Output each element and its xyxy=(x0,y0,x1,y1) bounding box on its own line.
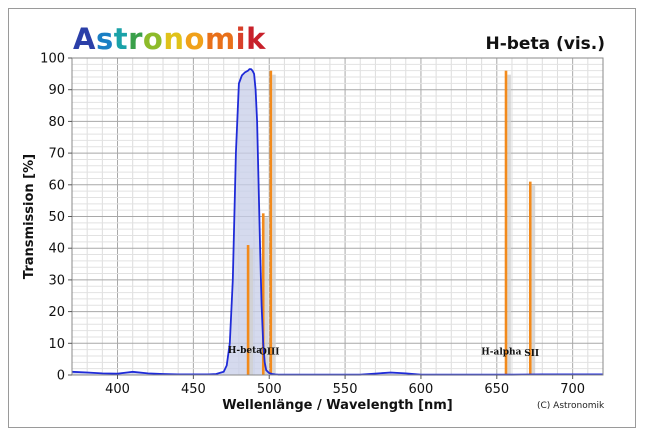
emission-line-shadow xyxy=(249,249,253,375)
chart-frame: Astronomik H-beta (vis.) 400 450 500 550 600… xyxy=(8,8,636,428)
y-tick-label: 70 xyxy=(48,147,65,162)
logo-letter: k xyxy=(246,22,266,56)
emission-lines xyxy=(246,70,536,376)
emission-line xyxy=(528,181,532,375)
axis-ticks: 400 450 500 550 600 650 700 0 10 20 30 40 50 60 70 80 90… xyxy=(40,52,585,398)
logo-text: Astronomik xyxy=(73,22,266,56)
y-tick-label: 50 xyxy=(48,210,65,225)
line-annotation: OIII xyxy=(259,347,279,357)
logo-letter: n xyxy=(163,22,184,56)
x-tick-label: 700 xyxy=(560,382,585,397)
x-axis-label: Wellenlänge / Wavelength [nm] xyxy=(222,398,453,413)
y-tick-label: 60 xyxy=(48,178,65,193)
line-annotation: H-beta xyxy=(228,346,262,356)
copyright-note: (C) Astronomik xyxy=(537,401,605,411)
logo-letter: i xyxy=(236,22,246,56)
y-tick-label: 80 xyxy=(48,115,65,130)
y-tick-label: 40 xyxy=(48,242,65,257)
emission-line xyxy=(504,70,508,376)
logo-letter: o xyxy=(143,22,163,56)
y-tick-label: 0 xyxy=(57,369,65,384)
y-tick-label: 20 xyxy=(48,305,65,320)
y-tick-label: 100 xyxy=(40,52,65,67)
y-axis-label: Transmission [%] xyxy=(22,154,37,279)
line-annotation: SII xyxy=(524,349,539,359)
emission-line-shadow xyxy=(507,74,511,376)
x-tick-label: 650 xyxy=(484,382,509,397)
emission-line-shadow xyxy=(531,185,536,375)
logo-letter: s xyxy=(96,22,114,56)
logo-letter: A xyxy=(73,22,96,56)
chart-title: H-beta (vis.) xyxy=(485,34,605,54)
y-tick-label: 90 xyxy=(48,83,65,98)
emission-line xyxy=(246,245,250,375)
x-tick-label: 400 xyxy=(105,382,130,397)
x-tick-label: 450 xyxy=(181,382,206,397)
x-tick-label: 550 xyxy=(333,382,358,397)
chart: Astronomik H-beta (vis.) 400 450 500 550 600… xyxy=(22,22,605,413)
x-tick-label: 500 xyxy=(257,382,282,397)
x-tick-label: 600 xyxy=(409,382,434,397)
grid xyxy=(72,58,603,375)
y-tick-label: 10 xyxy=(48,337,65,352)
logo-letter: r xyxy=(128,22,143,56)
logo-letter: t xyxy=(114,22,128,56)
astronomik-logo: Astronomik xyxy=(73,22,266,56)
y-tick-label: 30 xyxy=(48,273,65,288)
filter-transmission-curve xyxy=(71,68,603,376)
logo-letter: m xyxy=(205,22,236,56)
line-annotation: H-alpha xyxy=(481,347,521,357)
emission-line xyxy=(269,70,273,376)
logo-letter: o xyxy=(185,22,205,56)
emission-line-shadow xyxy=(264,217,269,375)
emission-line xyxy=(261,213,265,375)
emission-line-shadow xyxy=(272,74,276,376)
